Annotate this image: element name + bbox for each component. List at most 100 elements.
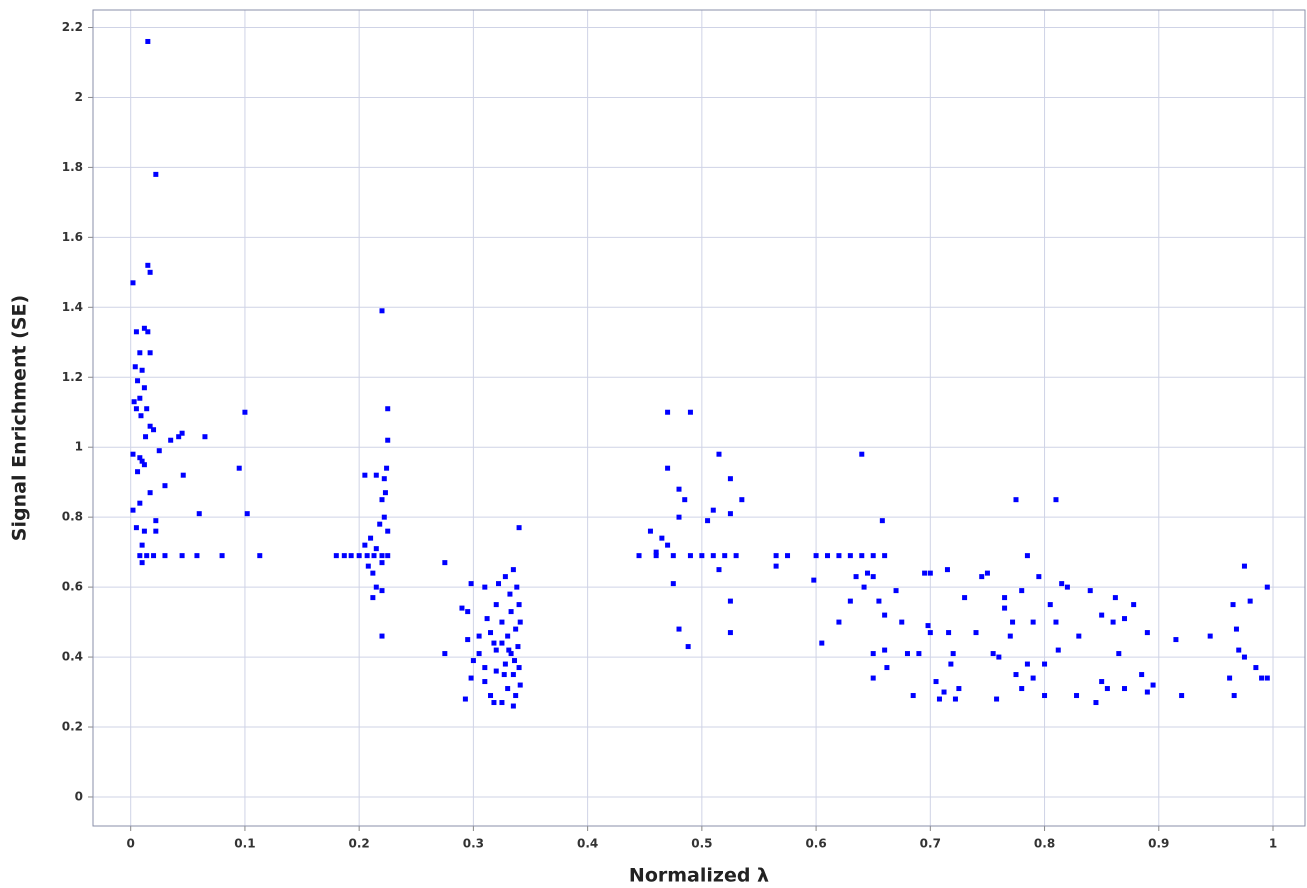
point bbox=[506, 647, 512, 653]
point bbox=[1013, 672, 1019, 678]
point bbox=[1144, 630, 1150, 636]
point bbox=[371, 553, 377, 559]
point bbox=[1047, 602, 1053, 608]
point bbox=[516, 602, 522, 608]
point bbox=[348, 553, 354, 559]
point bbox=[470, 658, 476, 664]
point bbox=[377, 521, 383, 527]
point bbox=[948, 661, 954, 667]
point bbox=[501, 672, 507, 678]
point bbox=[670, 581, 676, 587]
y-tick-label: 1.2 bbox=[62, 370, 83, 384]
point bbox=[716, 451, 722, 457]
point bbox=[1230, 602, 1236, 608]
point bbox=[476, 651, 482, 657]
point bbox=[379, 553, 385, 559]
point bbox=[139, 542, 145, 548]
point bbox=[1087, 588, 1093, 594]
point bbox=[733, 553, 739, 559]
point bbox=[956, 686, 962, 692]
point bbox=[1042, 661, 1048, 667]
point bbox=[933, 679, 939, 685]
point bbox=[491, 640, 497, 646]
point bbox=[870, 553, 876, 559]
point bbox=[705, 518, 711, 524]
point bbox=[687, 409, 693, 415]
plot-area bbox=[93, 10, 1305, 826]
point bbox=[379, 560, 385, 566]
x-tick-label: 0.6 bbox=[805, 837, 826, 851]
point bbox=[699, 553, 705, 559]
x-tick-label: 0.1 bbox=[234, 837, 255, 851]
point bbox=[1253, 665, 1259, 671]
point bbox=[994, 696, 1000, 702]
point bbox=[1059, 581, 1065, 587]
point bbox=[1150, 682, 1156, 688]
point bbox=[512, 658, 518, 664]
point bbox=[682, 497, 688, 503]
point bbox=[647, 528, 653, 534]
point bbox=[1227, 675, 1233, 681]
point bbox=[385, 437, 391, 443]
point bbox=[242, 409, 248, 415]
point bbox=[1055, 647, 1061, 653]
point bbox=[979, 574, 985, 580]
point bbox=[936, 696, 942, 702]
point bbox=[151, 553, 157, 559]
point bbox=[516, 665, 522, 671]
point bbox=[687, 553, 693, 559]
plot-frame bbox=[92, 9, 1306, 827]
point bbox=[219, 553, 225, 559]
point bbox=[847, 598, 853, 604]
point bbox=[922, 570, 928, 576]
point bbox=[1144, 689, 1150, 695]
point bbox=[517, 682, 523, 688]
point bbox=[202, 434, 208, 440]
point bbox=[491, 700, 497, 706]
point bbox=[1024, 553, 1030, 559]
point bbox=[499, 619, 505, 625]
point bbox=[493, 647, 499, 653]
point bbox=[382, 490, 388, 496]
point bbox=[859, 553, 865, 559]
x-tick-label: 0 bbox=[127, 837, 135, 851]
point bbox=[925, 623, 931, 629]
point bbox=[379, 497, 385, 503]
point bbox=[1264, 584, 1270, 590]
point bbox=[1122, 616, 1128, 622]
y-tick-label: 0.8 bbox=[62, 510, 83, 524]
point bbox=[825, 553, 831, 559]
point bbox=[442, 560, 448, 566]
point bbox=[137, 553, 143, 559]
point bbox=[861, 584, 867, 590]
point bbox=[1236, 647, 1242, 653]
point bbox=[653, 553, 659, 559]
point bbox=[156, 448, 162, 454]
point bbox=[510, 703, 516, 709]
point bbox=[870, 651, 876, 657]
point bbox=[145, 38, 151, 44]
point bbox=[153, 528, 159, 534]
point bbox=[135, 469, 141, 475]
point bbox=[379, 588, 385, 594]
point bbox=[665, 465, 671, 471]
point bbox=[131, 399, 137, 405]
point bbox=[665, 409, 671, 415]
point bbox=[853, 574, 859, 580]
point bbox=[459, 605, 465, 611]
point bbox=[130, 451, 136, 457]
point bbox=[141, 528, 147, 534]
point bbox=[147, 350, 153, 356]
point bbox=[499, 640, 505, 646]
point bbox=[916, 651, 922, 657]
point bbox=[1064, 584, 1070, 590]
point bbox=[510, 567, 516, 573]
point bbox=[962, 595, 968, 601]
point bbox=[1112, 595, 1118, 601]
x-tick-label: 0.9 bbox=[1148, 837, 1169, 851]
point bbox=[138, 413, 144, 419]
point bbox=[493, 668, 499, 674]
point bbox=[904, 651, 910, 657]
point bbox=[384, 465, 390, 471]
point bbox=[910, 693, 916, 699]
